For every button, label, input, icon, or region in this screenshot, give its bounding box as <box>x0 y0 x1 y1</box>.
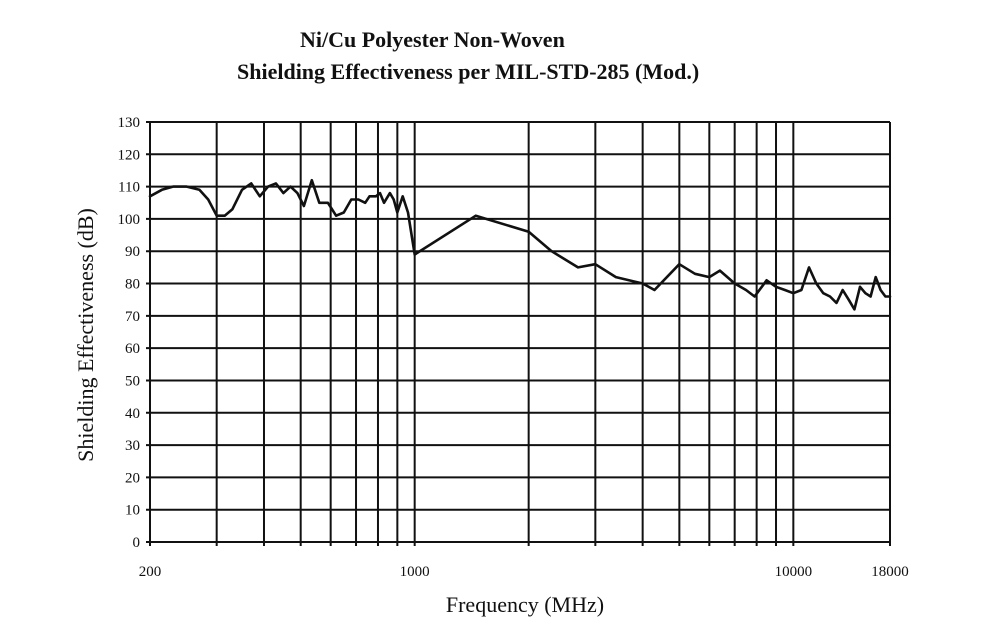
y-axis-label: Shielding Effectiveness (dB) <box>73 208 98 462</box>
y-tick-label-13: 130 <box>118 115 141 131</box>
y-tick-label-4: 40 <box>125 406 140 422</box>
y-tick-label-8: 80 <box>125 277 140 293</box>
y-tick-label-9: 90 <box>125 244 140 260</box>
vertical-gridlines <box>149 122 891 546</box>
series-layer <box>148 178 892 311</box>
horizontal-gridlines <box>146 121 890 543</box>
y-tick-label-12: 120 <box>118 147 141 163</box>
y-tick-label-10: 100 <box>118 212 141 228</box>
y-tick-label-0: 0 <box>133 535 141 551</box>
x-axis-tick-labels: 200 1000 10000 18000 <box>139 564 909 580</box>
y-tick-label-2: 20 <box>125 470 140 486</box>
y-tick-label-7: 70 <box>125 309 140 325</box>
y-tick-label-3: 30 <box>125 438 140 454</box>
chart-title-line-1: Ni/Cu Polyester Non-Woven <box>300 27 565 52</box>
y-tick-label-5: 50 <box>125 373 140 389</box>
x-tick-label-0: 200 <box>139 564 162 580</box>
x-tick-label-2: 10000 <box>775 564 813 580</box>
x-axis-label: Frequency (MHz) <box>446 592 604 617</box>
y-tick-label-1: 10 <box>125 503 140 519</box>
x-tick-label-1: 1000 <box>400 564 430 580</box>
chart-title-line-2: Shielding Effectiveness per MIL-STD-285 … <box>237 59 699 84</box>
y-axis-tick-labels: 0 10 20 30 40 50 60 70 80 90 100 110 120 130 <box>118 115 141 551</box>
x-tick-label-3: 18000 <box>871 564 909 580</box>
y-tick-label-11: 110 <box>118 180 140 196</box>
y-tick-label-6: 60 <box>125 341 140 357</box>
series-line-0 <box>148 178 892 311</box>
